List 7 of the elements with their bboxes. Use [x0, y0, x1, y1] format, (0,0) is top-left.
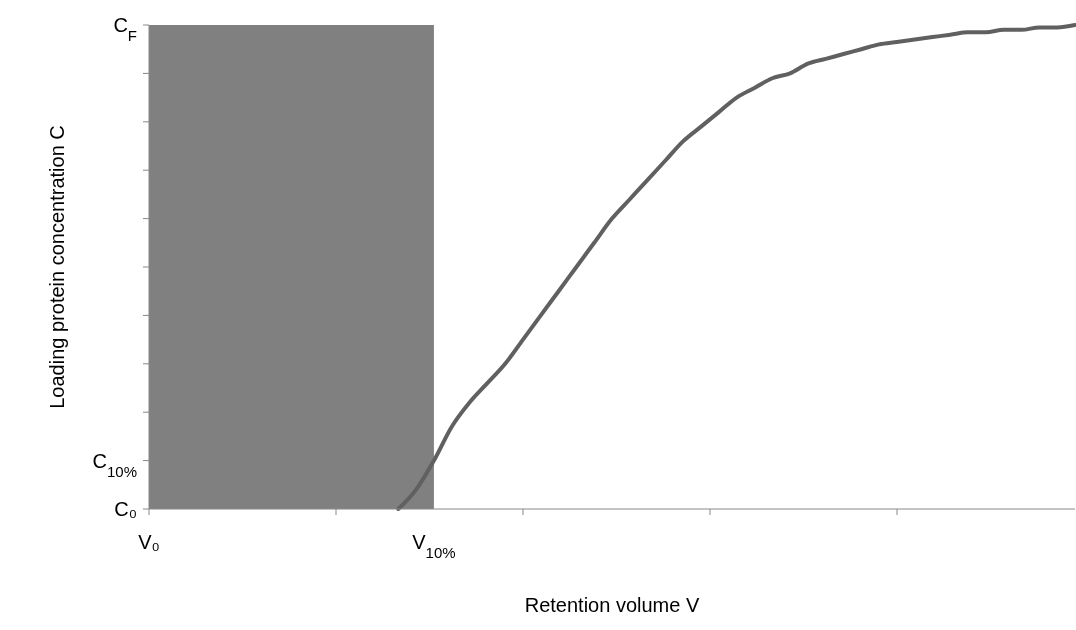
text: V₀ — [138, 531, 160, 553]
text: V$_{10%}$ — [412, 531, 456, 561]
text: C₀ — [114, 498, 137, 520]
text: C$_{10%}$ — [92, 449, 137, 480]
y-axis-title: Loading protein concentration C — [46, 125, 68, 409]
text: C$_{F}$ — [113, 14, 137, 44]
x-axis-title: Retention volume V — [524, 594, 700, 616]
